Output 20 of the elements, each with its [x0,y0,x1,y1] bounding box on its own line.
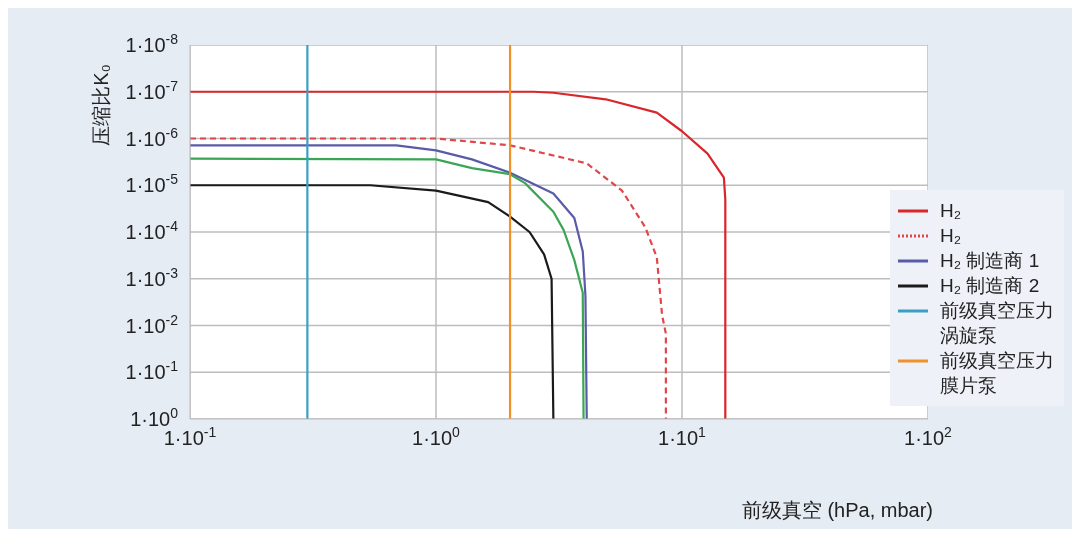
y-tick-label: 1·10$^{-8}$ [125,31,179,56]
y-tick-label: 1·10$^{0}$ [130,405,179,430]
legend-label: 前级真空压力膜片泵 [940,349,1055,398]
y-axis-title: 压缩比K₀ [90,64,112,146]
legend-label: 前级真空压力涡旋泵 [940,299,1055,348]
y-tick-label: 1·10$^{-1}$ [125,358,179,384]
y-tick-label: 1·10$^{-2}$ [125,311,179,337]
y-tick-label: 1·10$^{-4}$ [125,218,179,243]
y-tick-label: 1·10$^{-6}$ [125,124,179,150]
y-tick-label: 1·10$^{-3}$ [125,264,179,290]
legend-label: H₂ [940,224,963,248]
x-tick-label: 1·10$^{0}$ [412,424,461,449]
y-tick-label: 1·10$^{-7}$ [125,77,179,103]
x-axis-title: 前级真空 (hPa, mbar) [741,499,933,521]
y-tick-label: 1·10$^{-5}$ [125,171,179,197]
x-tick-label: 1·10$^{2}$ [904,424,953,449]
legend-label: H₂ 制造商 2 [940,274,1041,298]
legend-label: H₂ [940,199,963,223]
legend-label: H₂ 制造商 1 [940,249,1041,273]
x-tick-label: 1·10$^{1}$ [658,424,707,449]
